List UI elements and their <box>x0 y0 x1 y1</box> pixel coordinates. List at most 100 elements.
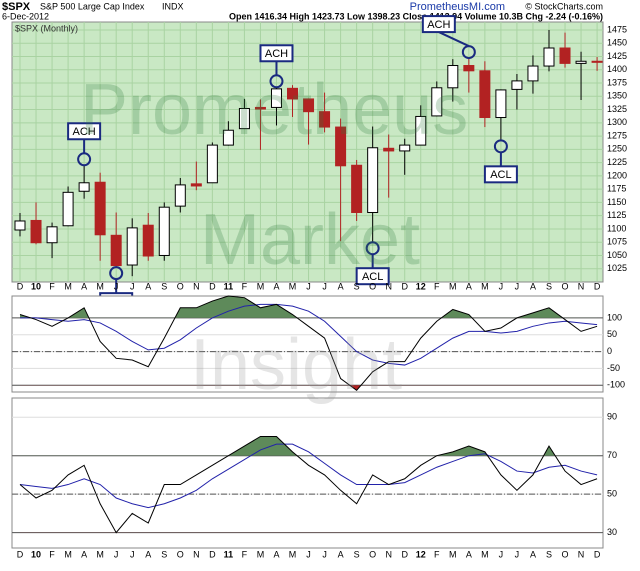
x-tick-label: M <box>96 549 104 559</box>
legend: $SPX (Monthly) <box>15 23 78 33</box>
candle-body <box>238 107 250 130</box>
x-tick-label: N <box>193 281 200 291</box>
x-tick-label: S <box>546 281 552 291</box>
y-tick-label: 1050 <box>607 250 627 260</box>
x-tick-label: O <box>177 281 184 291</box>
x-tick-label: D <box>401 281 408 291</box>
candle-body <box>287 87 299 100</box>
candle-body <box>575 60 587 64</box>
x-tick-label: D <box>17 281 24 291</box>
x-tick-label: D <box>209 281 216 291</box>
candle-body <box>94 181 106 236</box>
line <box>20 303 598 366</box>
y-tick-label: 100 <box>607 312 622 322</box>
y-tick-label: 30 <box>607 527 617 537</box>
line <box>19 443 598 509</box>
x-tick-label: A <box>338 549 344 559</box>
y-tick-label: 1200 <box>607 170 627 180</box>
x-tick-label: A <box>273 281 279 291</box>
candle-body <box>254 106 266 110</box>
candle-body <box>351 164 363 213</box>
candle-body <box>431 87 443 117</box>
x-tick-label: J <box>130 281 135 291</box>
x-tick-label: O <box>562 549 569 559</box>
candle-body <box>319 111 331 128</box>
candle-body <box>335 126 347 167</box>
annotation-box <box>483 165 518 184</box>
y-tick-label: 70 <box>607 450 617 460</box>
x-tick-label: A <box>530 549 536 559</box>
y-tick-label: 1250 <box>607 144 627 154</box>
candle-body <box>78 182 90 192</box>
y-tick-label: 0 <box>607 346 612 356</box>
y-tick-label: 1425 <box>607 51 627 61</box>
y-tick-label: 1475 <box>607 24 627 34</box>
x-tick-label: M <box>257 281 265 291</box>
candle-body <box>559 47 571 64</box>
y-tick-label: 1275 <box>607 130 627 140</box>
x-tick-label: J <box>322 281 327 291</box>
candle-body <box>46 226 58 244</box>
annotation-box <box>355 267 390 286</box>
x-tick-label: 10 <box>31 549 41 559</box>
candle-body <box>62 191 74 227</box>
candle-body <box>591 60 603 63</box>
candle-body <box>222 129 234 146</box>
x-tick-label: O <box>177 549 184 559</box>
x-tick-label: F <box>434 281 440 291</box>
x-tick-label: J <box>306 549 311 559</box>
watermark: Prometheus <box>80 70 468 150</box>
annotation-box <box>67 122 102 141</box>
line <box>19 435 598 534</box>
annotation-label: ACH <box>427 19 450 31</box>
y-tick-label: 1400 <box>607 64 627 74</box>
x-tick-label: M <box>64 549 72 559</box>
credit: © StockCharts.com <box>525 1 603 11</box>
candle-body <box>158 206 170 256</box>
candle-body <box>174 184 186 207</box>
x-tick-label: F <box>434 549 440 559</box>
x-tick-label: 11 <box>224 549 234 559</box>
candle-body <box>463 65 475 72</box>
site: PrometheusMI.com <box>410 1 505 13</box>
y-tick-label: 1350 <box>607 91 627 101</box>
x-tick-label: O <box>369 549 376 559</box>
band-fill <box>20 296 563 318</box>
candle-body <box>14 220 26 231</box>
x-tick-label: D <box>209 549 216 559</box>
candle-body <box>190 183 202 187</box>
candle-body <box>383 147 395 152</box>
panel <box>11 397 604 549</box>
band-fill <box>228 436 556 456</box>
x-tick-label: M <box>449 549 457 559</box>
y-tick-label: -100 <box>607 380 625 390</box>
x-tick-label: D <box>594 549 601 559</box>
x-tick-label: M <box>449 281 457 291</box>
x-tick-label: A <box>338 281 344 291</box>
annotation-label: ACL <box>490 169 511 181</box>
x-tick-label: J <box>306 281 311 291</box>
x-tick-label: O <box>369 281 376 291</box>
candle-body <box>30 219 42 244</box>
x-tick-label: J <box>114 281 119 291</box>
exchange: INDX <box>162 1 184 11</box>
x-tick-label: M <box>481 549 489 559</box>
annotation-label: ACL <box>362 271 383 283</box>
y-tick-label: -50 <box>607 363 620 373</box>
x-tick-label: A <box>145 281 151 291</box>
candle-body <box>527 65 539 82</box>
x-tick-label: N <box>385 281 392 291</box>
x-tick-label: J <box>499 549 504 559</box>
x-tick-label: O <box>562 281 569 291</box>
y-tick-label: 1450 <box>607 38 627 48</box>
annotation-box <box>259 44 294 63</box>
x-tick-label: 12 <box>416 549 426 559</box>
x-tick-label: 11 <box>224 281 234 291</box>
x-tick-label: S <box>354 549 360 559</box>
x-tick-label: A <box>145 549 151 559</box>
x-tick-label: N <box>578 549 585 559</box>
candle-body <box>110 234 122 267</box>
x-tick-label: A <box>466 281 472 291</box>
x-tick-label: A <box>273 549 279 559</box>
